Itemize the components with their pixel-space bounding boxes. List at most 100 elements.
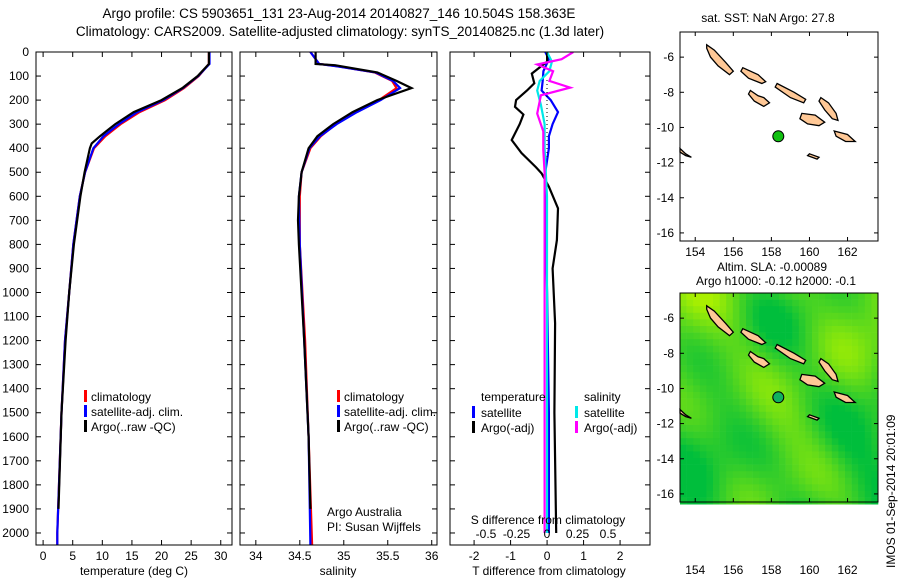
sla-cell <box>798 484 806 492</box>
sla-cell <box>831 378 839 386</box>
sla-cell <box>765 484 773 492</box>
sla-cell <box>838 405 846 413</box>
series-line-argo-raw-qc- <box>296 52 415 509</box>
sla-cell <box>871 365 879 373</box>
sla-cell <box>719 491 727 498</box>
sla-cell <box>798 385 806 393</box>
sla-cell <box>680 438 687 446</box>
sla-cell <box>858 471 866 479</box>
sla-cell <box>713 438 720 446</box>
sla-cell <box>732 299 740 307</box>
sla-cell <box>759 365 767 373</box>
title-line2: Climatology: CARS2009. Satellite-adjuste… <box>76 24 604 39</box>
sla-cell <box>706 365 714 373</box>
sla-cell <box>759 425 767 432</box>
sla-cell <box>706 477 714 485</box>
sla-cell <box>726 398 734 406</box>
sla-cell <box>752 405 760 413</box>
sla-cell <box>693 471 701 479</box>
sla-cell <box>719 405 727 413</box>
x-tick-label: -2 <box>469 549 480 563</box>
sla-cell <box>851 312 859 320</box>
sla-cell <box>746 477 753 485</box>
sla-cell <box>845 359 852 366</box>
sla-cell <box>693 398 701 406</box>
y-tick-label: 1200 <box>2 334 29 348</box>
sla-cell <box>798 306 806 314</box>
sla-cell <box>851 299 859 307</box>
sla-cell <box>699 425 707 432</box>
sla-cell <box>864 293 872 300</box>
sla-cell <box>792 444 800 452</box>
sla-cell <box>864 451 872 459</box>
sla-cell <box>864 438 872 446</box>
sla-cell <box>686 484 694 492</box>
sla-cell <box>785 458 793 465</box>
sla-cell <box>732 458 740 465</box>
sla-cell <box>871 312 879 320</box>
sla-cell <box>713 326 720 333</box>
sla-cell <box>825 385 833 393</box>
sla-cell <box>686 385 694 393</box>
sla-cell <box>752 411 760 419</box>
sla-cell <box>779 299 786 307</box>
sla-cell <box>686 365 694 373</box>
sla-cell <box>851 293 859 300</box>
sla-cell <box>831 299 839 307</box>
sla-cell <box>785 444 793 452</box>
sla-cell <box>772 365 780 373</box>
y-tick-label: 400 <box>9 141 29 155</box>
sla-cell <box>746 339 753 347</box>
sla-cell <box>726 345 734 353</box>
sla-cell <box>864 352 872 360</box>
sla-cell <box>713 299 720 307</box>
sla-cell <box>838 398 846 406</box>
sla-cell <box>845 464 852 472</box>
sla-cell <box>699 326 707 333</box>
sla-cell <box>864 477 872 485</box>
sla-cell <box>739 385 747 393</box>
series-line-satellite-adj-clim- <box>56 52 211 545</box>
sla-cell <box>838 425 846 432</box>
sla-cell <box>785 471 793 479</box>
sla-cell <box>693 293 701 300</box>
lon-tick-label: 156 <box>723 245 743 259</box>
sla-cell <box>686 378 694 386</box>
sla-cell <box>699 451 707 459</box>
sla-cell <box>765 385 773 393</box>
sla-cell <box>765 365 773 373</box>
sla-cell <box>858 411 866 419</box>
sla-cell <box>798 444 806 452</box>
sla-cell <box>765 372 773 380</box>
x-tick-label: 20 <box>155 549 169 563</box>
sla-cell <box>746 398 753 406</box>
sla-cell <box>752 345 760 353</box>
sla-cell <box>779 484 786 492</box>
sla-cell <box>871 319 879 327</box>
sla-cell <box>792 385 800 393</box>
sla-cell <box>825 345 833 353</box>
sla-cell <box>851 477 859 485</box>
sla-cell <box>719 312 727 320</box>
sla-cell <box>680 372 687 380</box>
sla-cell <box>706 431 714 439</box>
sla-cell <box>772 425 780 432</box>
sla-cell <box>699 299 707 307</box>
s-tick-label: 0.25 <box>566 527 590 541</box>
sla-cell <box>686 299 694 307</box>
sla-cell <box>772 405 780 413</box>
sla-cell <box>759 431 767 439</box>
legend-label: climatology <box>344 390 404 404</box>
sla-cell <box>858 405 866 413</box>
lon-tick-label: 158 <box>761 245 781 259</box>
sla-cell <box>746 471 753 479</box>
sla-cell <box>706 398 714 406</box>
sla-cell <box>845 411 852 419</box>
sla-cell <box>825 471 833 479</box>
sla-cell <box>693 484 701 492</box>
argo-float-marker <box>772 130 785 143</box>
sla-cell <box>785 293 793 300</box>
sla-cell <box>680 339 687 347</box>
sla-cell <box>739 438 747 446</box>
sla-cell <box>864 326 872 333</box>
